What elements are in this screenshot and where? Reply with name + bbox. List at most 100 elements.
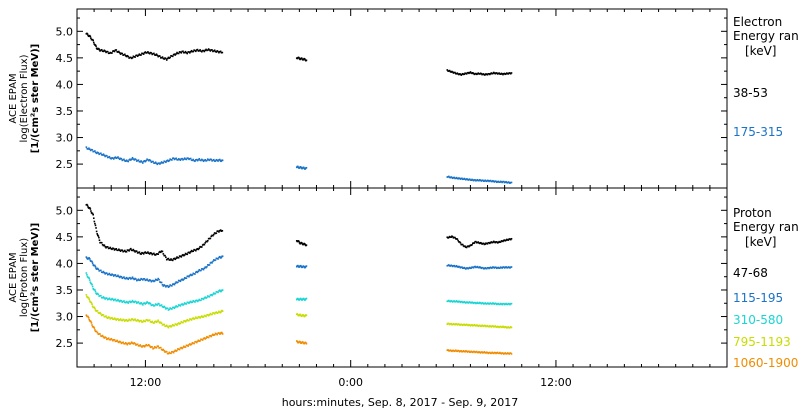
data-point bbox=[184, 346, 187, 348]
data-point bbox=[118, 157, 120, 160]
data-point bbox=[177, 348, 179, 350]
data-point bbox=[92, 217, 95, 220]
data-point bbox=[126, 54, 129, 57]
data-point bbox=[113, 156, 116, 159]
data-point bbox=[155, 346, 158, 349]
data-point bbox=[141, 278, 143, 281]
data-point bbox=[452, 349, 455, 352]
data-point bbox=[495, 241, 498, 243]
data-point bbox=[101, 334, 104, 337]
data-point bbox=[109, 51, 112, 54]
data-point bbox=[85, 314, 88, 317]
data-point bbox=[206, 240, 208, 243]
data-point bbox=[102, 270, 105, 273]
data-point bbox=[507, 326, 510, 328]
data-point bbox=[208, 335, 211, 337]
data-point bbox=[188, 319, 190, 322]
time-axis: 12:00 0:00 12:00 bbox=[130, 376, 572, 389]
data-point bbox=[133, 159, 136, 161]
data-point bbox=[142, 279, 144, 281]
data-point bbox=[484, 324, 486, 327]
data-point bbox=[162, 306, 165, 309]
data-point bbox=[159, 55, 161, 57]
data-point bbox=[157, 55, 159, 58]
data-point bbox=[193, 159, 195, 162]
data-point bbox=[197, 339, 200, 342]
data-point bbox=[200, 246, 202, 248]
data-point bbox=[168, 351, 171, 354]
data-point bbox=[205, 48, 207, 51]
data-point bbox=[127, 278, 130, 281]
data-point bbox=[90, 148, 93, 151]
data-point bbox=[221, 255, 224, 258]
data-point bbox=[207, 49, 209, 51]
data-point bbox=[165, 351, 168, 353]
data-point bbox=[102, 314, 105, 316]
data-point bbox=[125, 318, 128, 321]
data-point bbox=[221, 333, 224, 335]
data-point bbox=[133, 319, 136, 321]
y-tick-label: 4.5 bbox=[56, 231, 74, 244]
data-point bbox=[499, 241, 502, 243]
data-point bbox=[212, 334, 215, 337]
data-point bbox=[128, 300, 130, 303]
data-point bbox=[174, 54, 177, 56]
data-point bbox=[99, 269, 101, 272]
data-point bbox=[453, 264, 456, 267]
data-point bbox=[159, 57, 162, 59]
data-point bbox=[168, 325, 171, 327]
data-point bbox=[180, 256, 183, 258]
data-point bbox=[101, 154, 104, 156]
data-point bbox=[218, 51, 220, 54]
data-point bbox=[190, 49, 193, 52]
data-point bbox=[502, 73, 504, 76]
data-point bbox=[179, 322, 182, 325]
data-point bbox=[122, 54, 124, 56]
data-point bbox=[198, 269, 201, 271]
data-point bbox=[196, 317, 199, 320]
data-point bbox=[458, 266, 461, 268]
data-point bbox=[175, 53, 177, 55]
data-point bbox=[214, 332, 217, 335]
data-point bbox=[159, 304, 162, 307]
data-point bbox=[468, 301, 471, 303]
data-point bbox=[128, 250, 130, 252]
legend-entry: 795-1193 bbox=[733, 335, 791, 349]
data-point bbox=[124, 319, 127, 321]
data-point bbox=[103, 297, 106, 299]
data-point bbox=[155, 162, 158, 165]
data-point bbox=[203, 267, 206, 270]
data-point bbox=[115, 299, 118, 302]
data-point bbox=[129, 158, 131, 161]
data-point bbox=[476, 265, 479, 268]
data-point bbox=[98, 47, 100, 50]
legend-entry: 38-53 bbox=[733, 86, 768, 100]
data-point bbox=[194, 273, 196, 275]
data-point bbox=[162, 285, 165, 287]
data-point bbox=[191, 317, 194, 320]
data-point bbox=[164, 325, 166, 327]
data-point bbox=[115, 340, 118, 342]
data-point bbox=[210, 293, 213, 296]
data-point bbox=[453, 300, 456, 302]
data-point bbox=[118, 248, 120, 251]
data-point bbox=[144, 303, 147, 305]
data-point bbox=[219, 50, 222, 53]
data-point bbox=[154, 254, 157, 256]
data-point bbox=[130, 57, 133, 60]
data-point bbox=[136, 250, 138, 253]
data-point bbox=[156, 163, 159, 166]
data-point bbox=[199, 49, 201, 51]
data-point bbox=[136, 301, 139, 304]
data-point bbox=[168, 259, 171, 261]
data-point bbox=[456, 238, 459, 240]
data-point bbox=[217, 230, 219, 232]
data-point bbox=[119, 318, 122, 320]
data-point bbox=[106, 273, 109, 276]
data-point bbox=[197, 248, 200, 251]
data-point bbox=[201, 158, 203, 161]
data-point bbox=[162, 323, 165, 326]
data-point bbox=[199, 340, 201, 342]
data-point bbox=[211, 294, 213, 297]
data-point bbox=[150, 252, 153, 255]
